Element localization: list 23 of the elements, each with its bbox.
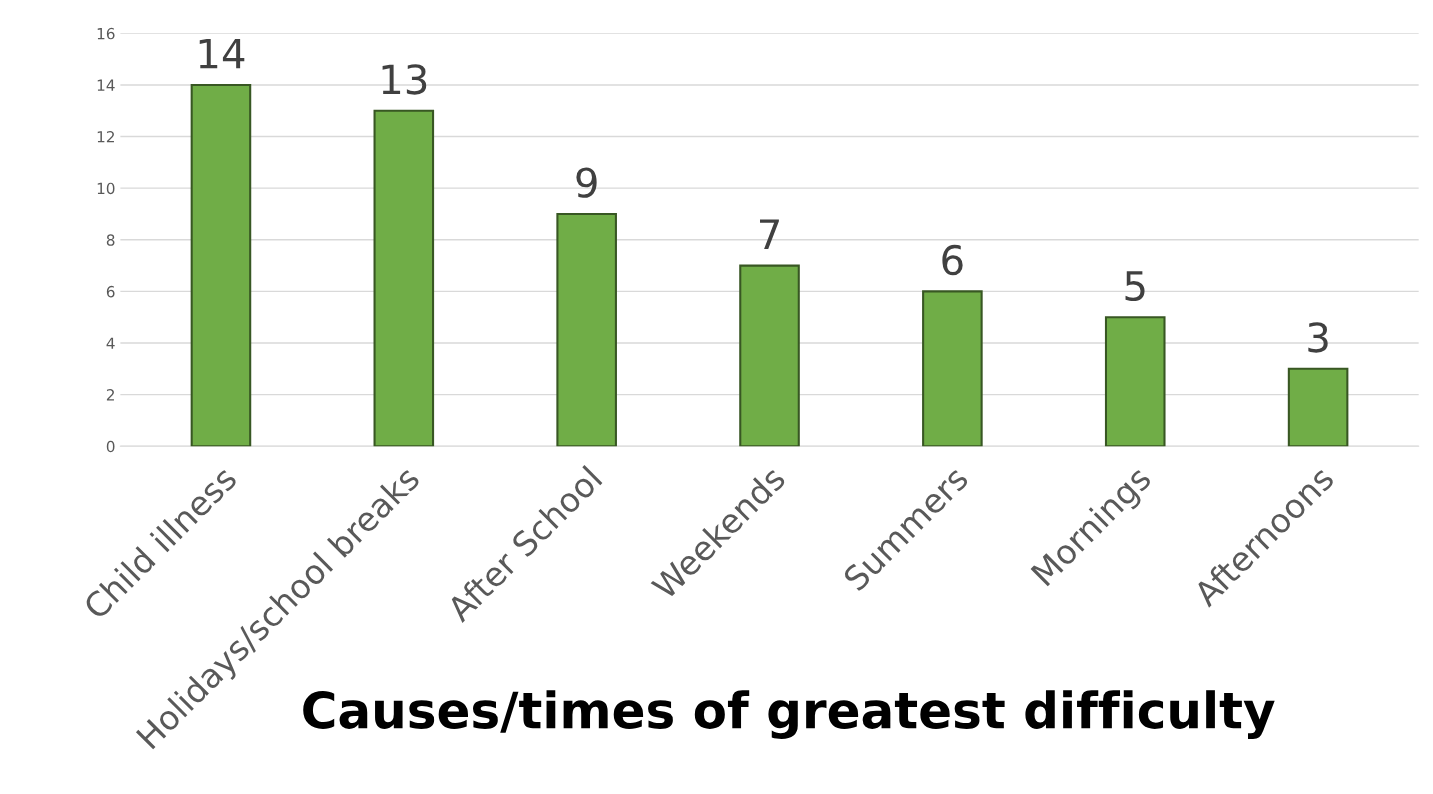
y-tick-label: 8 (106, 234, 115, 246)
bar (922, 290, 983, 447)
y-tick-label: 12 (97, 131, 114, 143)
y-tick-label: 10 (97, 182, 115, 195)
bar (1104, 316, 1166, 447)
data-label: 3 (1308, 322, 1328, 353)
y-tick-label: 16 (97, 27, 115, 40)
bar (556, 212, 617, 447)
bar (190, 83, 252, 447)
y-tick-label: 4 (106, 337, 115, 349)
y-tick-label: 6 (106, 285, 115, 298)
y-tick-label: 2 (106, 389, 114, 401)
bar (1287, 367, 1349, 447)
bar (739, 264, 800, 447)
data-label: 6 (942, 244, 963, 276)
data-label: 14 (199, 38, 245, 69)
data-label: 5 (1125, 271, 1145, 302)
data-label: 9 (576, 167, 597, 198)
data-label: 13 (382, 64, 427, 95)
bar (373, 109, 435, 447)
y-tick-label: 14 (97, 79, 115, 91)
data-label: 7 (760, 219, 779, 249)
y-tick-label: 0 (106, 440, 115, 453)
